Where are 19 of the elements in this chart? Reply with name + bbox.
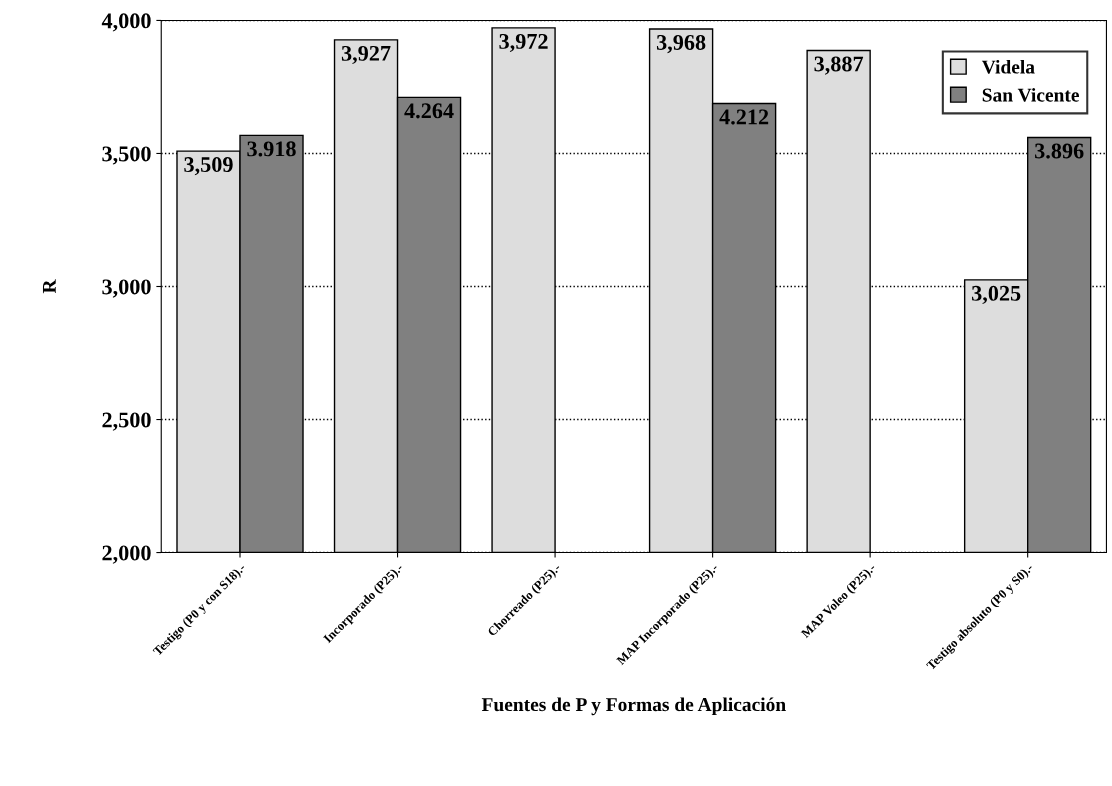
y-tick-label: 2,000 xyxy=(102,545,151,564)
legend-label: San Vicente xyxy=(982,87,1079,102)
x-axis-title: Fuentes de P y Formas de Aplicación xyxy=(481,697,786,716)
y-tick-label: 2,500 xyxy=(102,412,151,431)
y-tick-label: 4,000 xyxy=(101,13,151,32)
data-label: 3,025 xyxy=(972,285,1021,305)
annotation: 3.918 xyxy=(247,141,296,157)
legend-label: Videla xyxy=(981,59,1035,74)
annotation: 3.896 xyxy=(1035,143,1084,159)
annotation: 4.264 xyxy=(404,103,454,119)
y-tick-label: 3,000 xyxy=(102,279,151,298)
y-axis-title: R xyxy=(42,279,56,294)
data-label: 3,968 xyxy=(656,34,706,54)
data-label: 3,927 xyxy=(341,45,391,65)
data-label: 3,509 xyxy=(184,157,233,176)
data-label: 3,972 xyxy=(499,33,548,53)
annotation: 4.212 xyxy=(719,109,769,125)
y-tick-label: 3,500 xyxy=(102,146,151,165)
data-label: 3,887 xyxy=(814,56,864,75)
